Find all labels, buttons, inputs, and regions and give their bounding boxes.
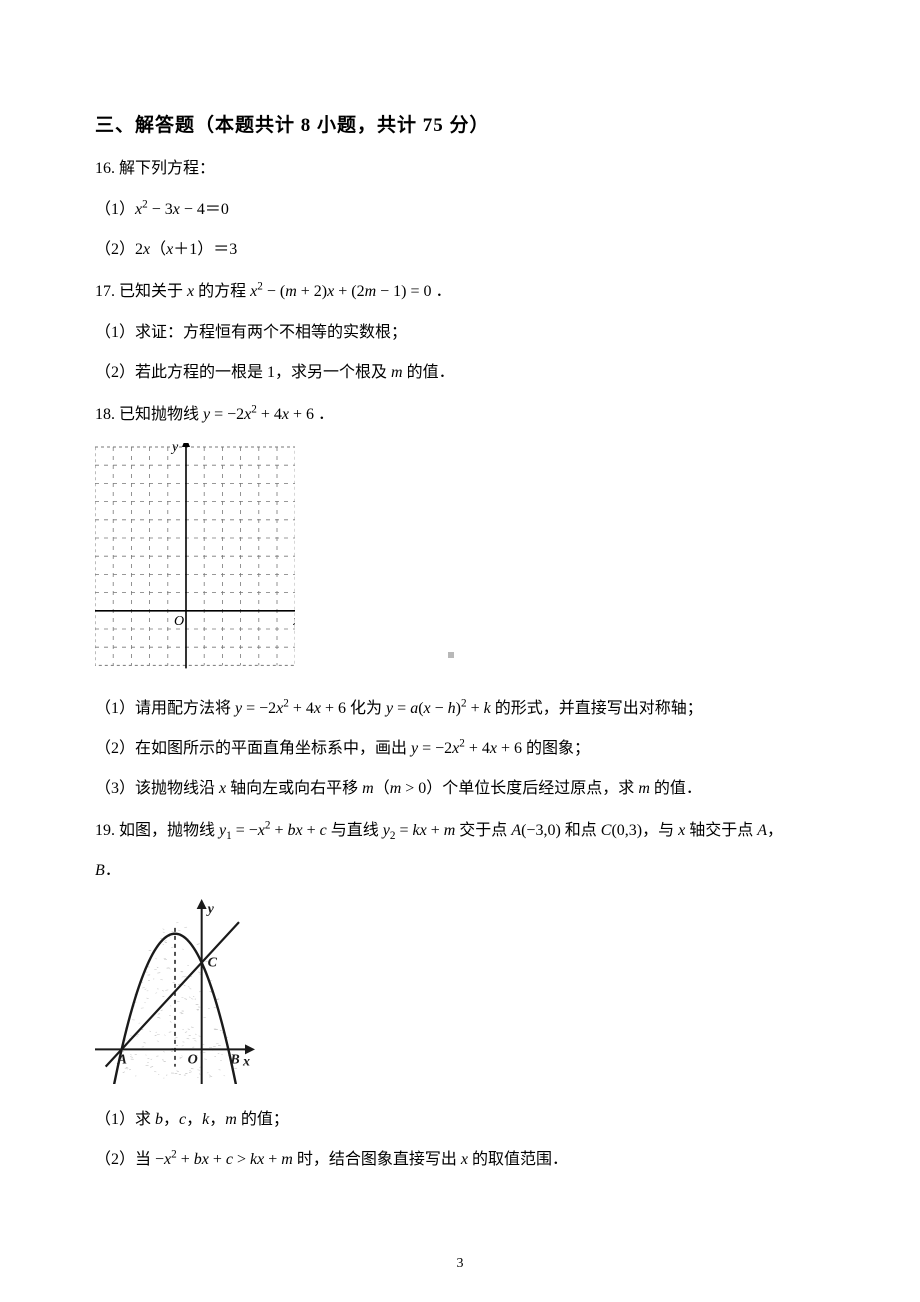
problem-stem: 如图，抛物线 y1 = −x2 + bx + c 与直线 y2 = kx + m… xyxy=(115,822,783,839)
scan-parabola-figure: y x O A B C xyxy=(95,899,830,1089)
svg-text:B: B xyxy=(229,1052,239,1067)
problem-16: 16. 解下列方程： xyxy=(95,157,830,181)
scan-svg: y x O A B C xyxy=(95,899,255,1084)
problem-number: 19. xyxy=(95,822,115,839)
page-number: 3 xyxy=(0,1256,920,1272)
problem-stem: 解下列方程： xyxy=(115,160,215,177)
problem-17-sub1: （1）求证：方程恒有两个不相等的实数根； xyxy=(95,320,830,346)
svg-text:A: A xyxy=(117,1052,127,1067)
problem-19: 19. 如图，抛物线 y1 = −x2 + bx + c 与直线 y2 = kx… xyxy=(95,819,830,843)
svg-text:y: y xyxy=(206,902,215,917)
problem-stem: 已知关于 x 的方程 x2 − (m + 2)x + (2m − 1) = 0 … xyxy=(115,283,452,300)
problem-19-sub1: （1）求 b，c，k，m 的值； xyxy=(95,1107,830,1133)
problem-18-sub1: （1）请用配方法将 y = −2x2 + 4x + 6 化为 y = a(x −… xyxy=(95,696,830,722)
equation: x2 − 3x − 4＝0 xyxy=(135,201,229,218)
problem-17: 17. 已知关于 x 的方程 x2 − (m + 2)x + (2m − 1) … xyxy=(95,280,830,304)
problem-16-sub1: （1）x2 − 3x − 4＝0 xyxy=(95,197,830,223)
svg-text:O: O xyxy=(188,1052,198,1067)
problem-19-sub2: （2）当 −x2 + bx + c > kx + m 时，结合图象直接写出 x … xyxy=(95,1147,830,1173)
svg-text:x: x xyxy=(292,614,295,629)
problem-18-sub2: （2）在如图所示的平面直角坐标系中，画出 y = −2x2 + 4x + 6 的… xyxy=(95,736,830,762)
svg-text:C: C xyxy=(208,956,218,971)
coordinate-grid-figure: Ox y xyxy=(95,443,830,678)
section-title: 三、解答题（本题共计 8 小题，共计 75 分） xyxy=(95,110,830,137)
problem-number: 18. xyxy=(95,406,115,423)
svg-text:O: O xyxy=(174,614,184,629)
problem-number: 16. xyxy=(95,160,115,177)
problem-18: 18. 已知抛物线 y = −2x2 + 4x + 6 ． xyxy=(95,403,830,427)
svg-text:y: y xyxy=(170,443,179,455)
problem-number: 17. xyxy=(95,283,115,300)
problem-17-sub2: （2）若此方程的一根是 1，求另一个根及 m 的值． xyxy=(95,360,830,386)
problem-stem: 已知抛物线 y = −2x2 + 4x + 6 ． xyxy=(115,406,334,423)
center-dot-icon xyxy=(448,652,454,658)
equation: 2x（x＋1）＝3 xyxy=(135,241,237,258)
svg-text:x: x xyxy=(242,1054,250,1069)
page: 三、解答题（本题共计 8 小题，共计 75 分） 16. 解下列方程： （1）x… xyxy=(0,0,920,1302)
problem-16-sub2: （2）2x（x＋1）＝3 xyxy=(95,237,830,263)
problem-18-sub3: （3）该抛物线沿 x 轴向左或向右平移 m（m > 0）个单位长度后经过原点，求… xyxy=(95,776,830,802)
problem-19-cont: B． xyxy=(95,859,830,883)
grid-svg: Ox y xyxy=(95,443,295,673)
